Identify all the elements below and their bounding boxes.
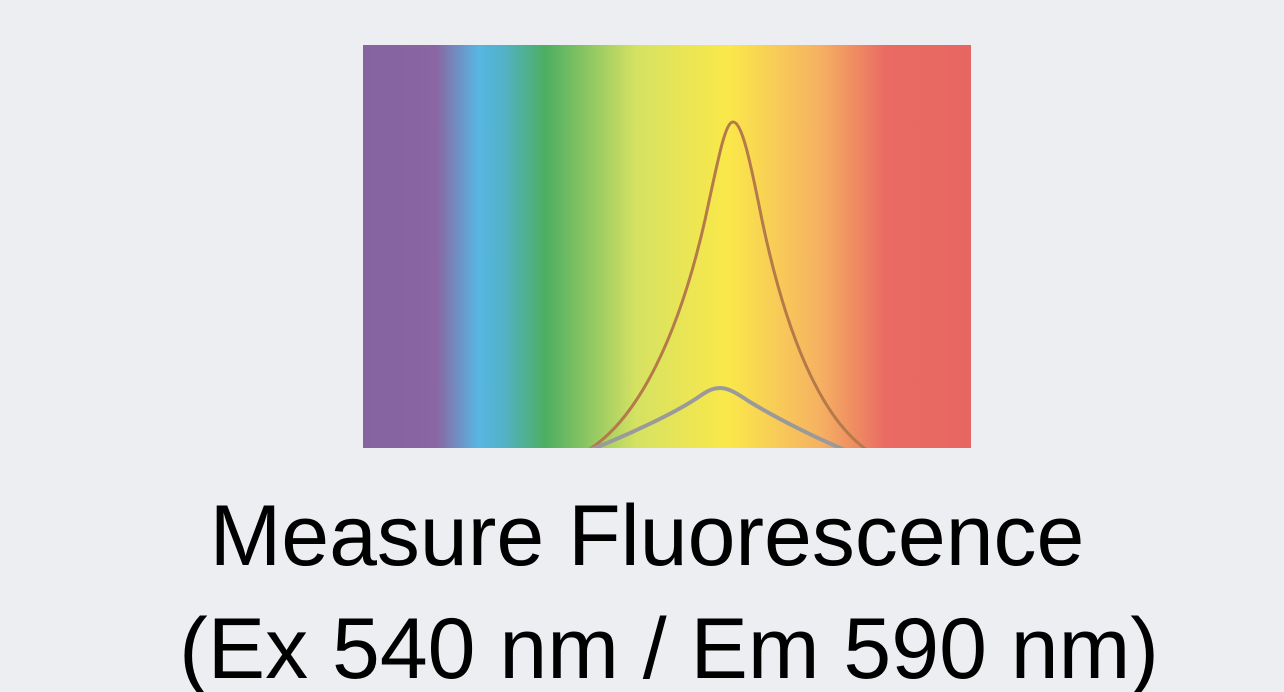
spectrum-image <box>363 45 971 448</box>
diagram: Measure Fluorescence (Ex 540 nm / Em 590… <box>0 0 1284 692</box>
caption-line: Measure Fluorescence <box>210 488 1085 584</box>
caption-line: (Ex 540 nm / Em 590 nm) <box>179 601 1159 692</box>
page: Measure Fluorescence (Ex 540 nm / Em 590… <box>0 0 1284 692</box>
